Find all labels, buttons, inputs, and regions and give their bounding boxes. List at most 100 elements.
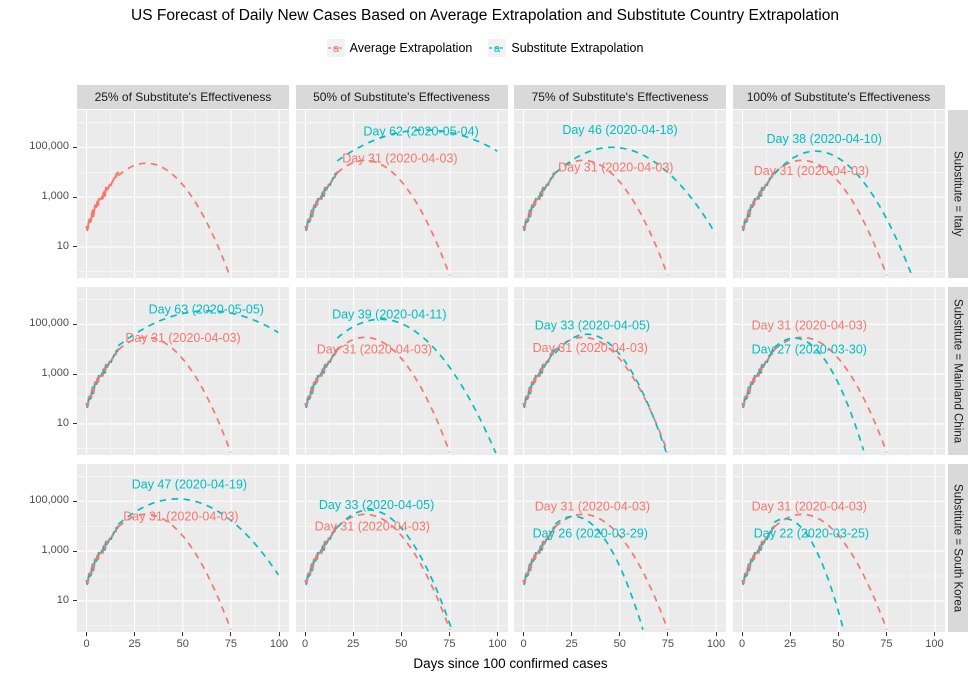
annotation-average-peak: Day 31 (2020-04-03) <box>316 343 431 357</box>
svg-text:a: a <box>333 43 340 55</box>
x-tick-mark <box>619 632 621 636</box>
x-axis-tick-label: 0 <box>520 638 527 650</box>
x-axis-tick-label: 25 <box>565 638 578 650</box>
legend-label-average: Average Extrapolation <box>349 41 473 55</box>
y-axis-tick-label: 1,000 <box>41 190 69 203</box>
annotation-average-peak: Day 31 (2020-04-03) <box>342 151 457 165</box>
svg-text:a: a <box>494 43 501 55</box>
x-axis-tick-label: 75 <box>443 638 456 650</box>
annotation-substitute-peak: Day 62 (2020-05-04) <box>363 125 478 139</box>
y-axis-tick-label: 1,000 <box>41 544 69 557</box>
annotation-substitute-peak: Day 33 (2020-04-05) <box>318 498 433 512</box>
y-axis-tick-label: 10 <box>56 416 69 429</box>
x-tick-mark <box>278 632 280 636</box>
annotation-substitute-peak: Day 39 (2020-04-11) <box>332 307 446 321</box>
annotation-average-peak: Day 31 (2020-04-03) <box>751 500 866 514</box>
x-axis-tick-label: 100 <box>488 638 507 650</box>
column-strip-3: 75% of Substitute's Effectiveness <box>514 85 726 109</box>
x-tick-mark <box>86 632 87 636</box>
annotation-substitute-peak: Day 38 (2020-04-10) <box>766 132 881 146</box>
column-strip-2: 50% of Substitute's Effectiveness <box>295 85 508 109</box>
x-axis-tick-label: 100 <box>269 638 289 650</box>
legend-label-substitute: Substitute Extrapolation <box>511 41 644 55</box>
annotation-substitute-peak: Day 47 (2020-04-19) <box>132 478 247 492</box>
y-axis-tick-label: 10 <box>56 239 69 252</box>
facet-panel-1-2: Day 62 (2020-05-04) Day 31 (2020-04-03) <box>295 110 508 278</box>
annotation-substitute-peak: Day 33 (2020-04-05) <box>535 318 650 332</box>
x-tick-mark <box>571 632 573 636</box>
x-tick-mark <box>523 632 524 636</box>
annotation-average-peak: Day 31 (2020-04-03) <box>753 164 868 178</box>
annotation-substitute-peak: Day 22 (2020-03-25) <box>753 526 868 540</box>
y-tick-mark <box>73 600 77 602</box>
y-tick-mark <box>73 550 77 552</box>
annotation-average-peak: Day 31 (2020-04-03) <box>533 341 648 355</box>
x-tick-mark <box>134 632 136 636</box>
annotation-substitute-peak: Day 46 (2020-04-18) <box>562 123 677 137</box>
x-axis-tick-label: 25 <box>347 638 360 650</box>
x-tick-mark <box>715 632 717 636</box>
y-tick-mark <box>73 323 77 325</box>
x-tick-mark <box>789 632 791 636</box>
annotation-average-peak: Day 31 (2020-04-03) <box>314 520 429 534</box>
x-axis-tick-label: 50 <box>832 638 845 650</box>
x-tick-mark <box>304 632 306 636</box>
y-tick-mark <box>73 146 77 148</box>
substitute-extrapolation-key-icon: a <box>488 39 507 57</box>
y-axis-tick-label: 1,000 <box>41 367 69 380</box>
row-strip-1: Substitute = Italy <box>947 110 968 278</box>
x-tick-mark <box>837 632 839 636</box>
column-strip-1: 25% of Substitute's Effectiveness <box>77 85 289 109</box>
legend-item-average: a Average Extrapolation <box>326 39 473 57</box>
facet-panel-2-2: Day 39 (2020-04-11) Day 31 (2020-04-03) <box>295 287 508 455</box>
annotation-substitute-peak: Day 63 (2020-05-05) <box>149 302 264 316</box>
annotation-average-peak: Day 31 (2020-04-03) <box>751 318 866 332</box>
x-axis-tick-label: 75 <box>661 638 674 650</box>
x-tick-mark <box>497 632 498 636</box>
y-tick-mark <box>73 500 77 502</box>
column-strip-4: 100% of Substitute's Effectiveness <box>732 85 945 109</box>
x-tick-mark <box>400 632 402 636</box>
y-tick-mark <box>73 423 77 425</box>
facet-panel-1-4: Day 38 (2020-04-10) Day 31 (2020-04-03) <box>732 110 945 278</box>
facet-panel-3-1: Day 47 (2020-04-19) Day 31 (2020-04-03) <box>77 464 289 632</box>
y-axis-tick-label: 100,000 <box>29 494 69 507</box>
x-axis-tick-label: 100 <box>925 638 944 650</box>
x-tick-mark <box>352 632 354 636</box>
x-tick-mark <box>741 632 743 636</box>
legend: a Average Extrapolation a Substitute Ext… <box>0 39 970 57</box>
annotation-substitute-peak: Day 27 (2020-03-30) <box>751 343 866 357</box>
facet-panel-2-3: Day 33 (2020-04-05) Day 31 (2020-04-03) <box>514 287 726 455</box>
chart-title: US Forecast of Daily New Cases Based on … <box>131 7 839 24</box>
row-strip-3: Substitute = South Korea <box>947 464 968 632</box>
x-tick-mark <box>885 632 887 636</box>
facet-panel-3-4: Day 31 (2020-04-03) Day 22 (2020-03-25) <box>732 464 945 632</box>
y-tick-mark <box>73 373 77 375</box>
average-extrapolation-key-icon: a <box>326 39 345 57</box>
x-axis-tick-label: 25 <box>128 638 141 650</box>
legend-item-substitute: a Substitute Extrapolation <box>488 39 643 57</box>
x-axis-tick-label: 50 <box>613 638 626 650</box>
x-tick-mark <box>182 632 184 636</box>
x-axis-tick-label: 50 <box>176 638 189 650</box>
x-axis-tick-label: 25 <box>784 638 797 650</box>
row-strip-2: Substitute = Mainland China <box>947 287 968 455</box>
x-tick-mark <box>448 632 450 636</box>
x-axis-tick-label: 0 <box>83 638 90 650</box>
x-axis-tick-label: 75 <box>224 638 237 650</box>
x-axis-tick-label: 100 <box>706 638 726 650</box>
facet-panel-2-4: Day 31 (2020-04-03) Day 27 (2020-03-30) <box>732 287 945 455</box>
facet-panel-2-1: Day 63 (2020-05-05) Day 31 (2020-04-03) <box>77 287 289 455</box>
facet-panel-3-3: Day 31 (2020-04-03) Day 26 (2020-03-29) <box>514 464 726 632</box>
facet-panel-1-3: Day 46 (2020-04-18) Day 31 (2020-04-03) <box>514 110 726 278</box>
facet-panel-3-2: Day 33 (2020-04-05) Day 31 (2020-04-03) <box>295 464 508 632</box>
x-tick-mark <box>667 632 669 636</box>
x-tick-mark <box>934 632 935 636</box>
annotation-average-peak: Day 31 (2020-04-03) <box>123 510 238 524</box>
x-axis-tick-label: 50 <box>395 638 408 650</box>
x-axis-tick-label: 75 <box>880 638 893 650</box>
annotation-average-peak: Day 31 (2020-04-03) <box>535 500 650 514</box>
x-tick-mark <box>230 632 232 636</box>
y-axis-tick-label: 10 <box>56 593 69 606</box>
